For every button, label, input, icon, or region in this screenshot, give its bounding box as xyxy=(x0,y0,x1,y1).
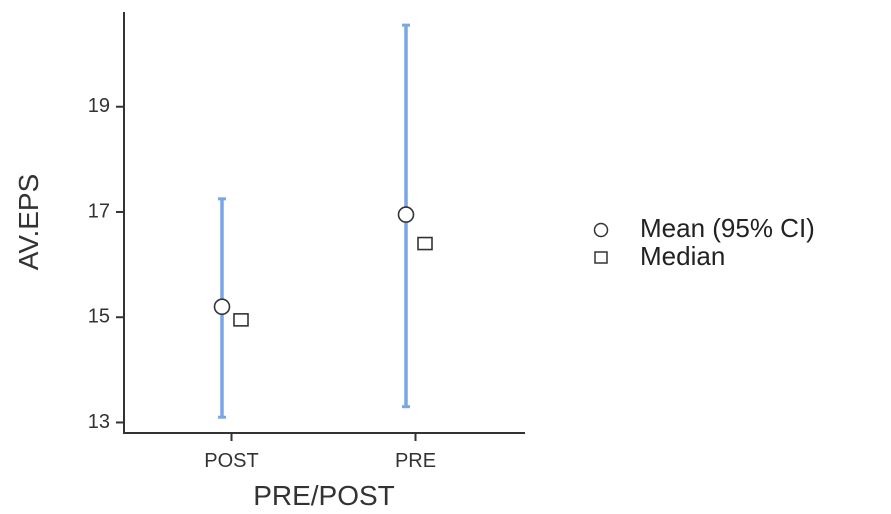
median-point xyxy=(417,236,433,251)
legend-median-marker xyxy=(594,251,608,264)
legend: Mean (95% CI)Median xyxy=(593,213,815,271)
y-tick-label: 19 xyxy=(88,95,110,117)
y-tick-label: 17 xyxy=(88,200,110,222)
x-axis-title: PRE/POST xyxy=(253,480,395,511)
mean-point xyxy=(397,206,415,223)
y-tick-label: 15 xyxy=(88,306,110,328)
y-tick-label: 13 xyxy=(88,411,110,433)
x-tick-label: POST xyxy=(204,450,258,472)
legend-median-label: Median xyxy=(640,241,725,271)
legend-mean-label: Mean (95% CI) xyxy=(640,213,815,243)
mean-point xyxy=(213,298,231,316)
y-axis-ticks: 13 15 17 19 xyxy=(88,95,124,433)
plot-area xyxy=(213,23,433,419)
x-axis-ticks: POST PRE xyxy=(204,433,436,472)
x-tick-label: PRE xyxy=(395,450,436,472)
median-point xyxy=(233,313,249,327)
legend-mean-marker xyxy=(593,222,609,238)
y-axis-title: AV.EPS xyxy=(13,174,44,271)
